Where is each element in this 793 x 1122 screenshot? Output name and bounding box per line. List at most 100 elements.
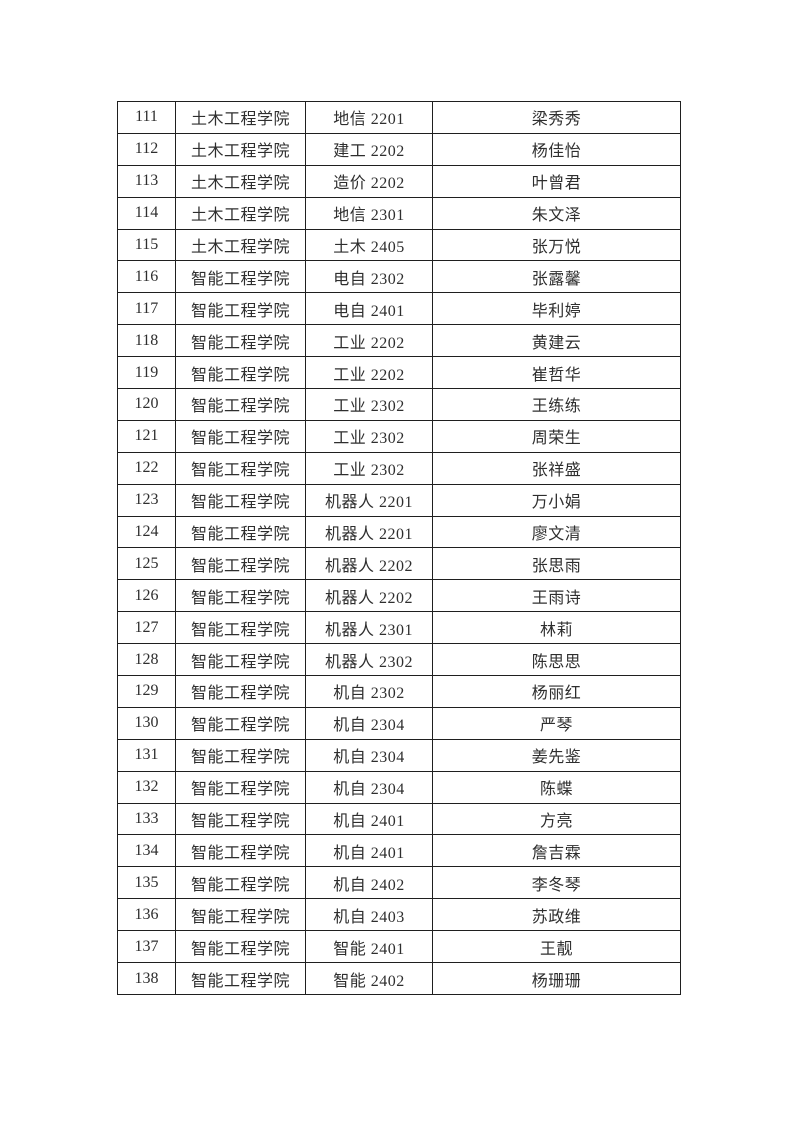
cell-college: 智能工程学院 [175, 802, 306, 836]
cell-class: 工业 2202 [305, 324, 433, 358]
table-row: 131 智能工程学院 机自 2304 姜先鉴 [117, 738, 681, 772]
cell-class: 机自 2304 [305, 770, 433, 804]
table-row: 134 智能工程学院 机自 2401 詹吉霖 [117, 834, 681, 868]
cell-class: 智能 2401 [305, 930, 433, 964]
table-row: 112 土木工程学院 建工 2202 杨佳怡 [117, 132, 681, 166]
cell-class: 工业 2302 [305, 388, 433, 421]
cell-number: 117 [117, 292, 176, 326]
cell-class: 机器人 2302 [305, 643, 433, 677]
cell-name: 黄建云 [432, 324, 681, 358]
cell-college: 智能工程学院 [175, 260, 306, 294]
cell-class: 机自 2302 [305, 675, 433, 708]
table-row: 117 智能工程学院 电自 2401 毕利婷 [117, 292, 681, 326]
cell-college: 智能工程学院 [175, 930, 306, 964]
cell-name: 王雨诗 [432, 579, 681, 613]
cell-college: 智能工程学院 [175, 834, 306, 868]
cell-college: 智能工程学院 [175, 675, 306, 708]
cell-college: 智能工程学院 [175, 547, 306, 581]
cell-name: 林莉 [432, 611, 681, 645]
cell-name: 杨佳怡 [432, 132, 681, 166]
cell-number: 134 [117, 834, 176, 868]
table-row: 130 智能工程学院 机自 2304 严琴 [117, 706, 681, 740]
cell-college: 土木工程学院 [175, 164, 306, 198]
cell-number: 113 [117, 164, 176, 198]
cell-class: 机自 2401 [305, 802, 433, 836]
table-row: 127 智能工程学院 机器人 2301 林莉 [117, 611, 681, 645]
table-row: 120 智能工程学院 工业 2302 王练练 [117, 388, 681, 421]
cell-number: 116 [117, 260, 176, 294]
cell-class: 工业 2202 [305, 356, 433, 390]
table-row: 115 土木工程学院 土木 2405 张万悦 [117, 228, 681, 262]
cell-class: 机自 2402 [305, 866, 433, 900]
table-row: 137 智能工程学院 智能 2401 王靓 [117, 930, 681, 964]
cell-college: 智能工程学院 [175, 770, 306, 804]
cell-class: 地信 2301 [305, 196, 433, 230]
cell-college: 智能工程学院 [175, 611, 306, 645]
cell-number: 128 [117, 643, 176, 677]
cell-name: 万小娟 [432, 483, 681, 517]
cell-class: 工业 2302 [305, 451, 433, 485]
table-row: 136 智能工程学院 机自 2403 苏政维 [117, 898, 681, 932]
cell-name: 张露馨 [432, 260, 681, 294]
cell-number: 132 [117, 770, 176, 804]
cell-number: 120 [117, 388, 176, 421]
cell-number: 131 [117, 738, 176, 772]
table-row: 125 智能工程学院 机器人 2202 张思雨 [117, 547, 681, 581]
cell-class: 电自 2401 [305, 292, 433, 326]
cell-number: 122 [117, 451, 176, 485]
table-row: 118 智能工程学院 工业 2202 黄建云 [117, 324, 681, 358]
cell-class: 地信 2201 [305, 101, 433, 134]
cell-name: 李冬琴 [432, 866, 681, 900]
cell-college: 土木工程学院 [175, 101, 306, 134]
cell-name: 王靓 [432, 930, 681, 964]
table-row: 129 智能工程学院 机自 2302 杨丽红 [117, 675, 681, 708]
cell-class: 工业 2302 [305, 419, 433, 453]
cell-class: 土木 2405 [305, 228, 433, 262]
cell-number: 111 [117, 101, 176, 134]
cell-number: 115 [117, 228, 176, 262]
cell-class: 机自 2304 [305, 706, 433, 740]
cell-college: 土木工程学院 [175, 228, 306, 262]
cell-college: 土木工程学院 [175, 196, 306, 230]
cell-name: 张祥盛 [432, 451, 681, 485]
cell-college: 智能工程学院 [175, 292, 306, 326]
table-row: 113 土木工程学院 造价 2202 叶曾君 [117, 164, 681, 198]
cell-name: 严琴 [432, 706, 681, 740]
cell-college: 智能工程学院 [175, 515, 306, 549]
roster-table-body: 111 土木工程学院 地信 2201 梁秀秀 112 土木工程学院 建工 2202 杨佳怡 11… [117, 101, 681, 995]
cell-number: 133 [117, 802, 176, 836]
cell-name: 杨珊珊 [432, 962, 681, 995]
cell-number: 112 [117, 132, 176, 166]
cell-name: 张思雨 [432, 547, 681, 581]
cell-name: 陈思思 [432, 643, 681, 677]
cell-number: 123 [117, 483, 176, 517]
table-row: 122 智能工程学院 工业 2302 张祥盛 [117, 451, 681, 485]
table-row: 135 智能工程学院 机自 2402 李冬琴 [117, 866, 681, 900]
cell-name: 周荣生 [432, 419, 681, 453]
cell-class: 机器人 2301 [305, 611, 433, 645]
cell-college: 智能工程学院 [175, 738, 306, 772]
cell-number: 127 [117, 611, 176, 645]
cell-number: 137 [117, 930, 176, 964]
cell-college: 智能工程学院 [175, 356, 306, 390]
cell-college: 智能工程学院 [175, 706, 306, 740]
cell-name: 苏政维 [432, 898, 681, 932]
table-row: 128 智能工程学院 机器人 2302 陈思思 [117, 643, 681, 677]
table-row: 119 智能工程学院 工业 2202 崔哲华 [117, 356, 681, 390]
cell-name: 张万悦 [432, 228, 681, 262]
cell-number: 130 [117, 706, 176, 740]
table-row: 111 土木工程学院 地信 2201 梁秀秀 [117, 101, 681, 134]
cell-number: 136 [117, 898, 176, 932]
cell-college: 智能工程学院 [175, 898, 306, 932]
cell-name: 廖文清 [432, 515, 681, 549]
cell-name: 王练练 [432, 388, 681, 421]
table-row: 133 智能工程学院 机自 2401 方亮 [117, 802, 681, 836]
cell-class: 机自 2401 [305, 834, 433, 868]
cell-number: 126 [117, 579, 176, 613]
cell-college: 智能工程学院 [175, 579, 306, 613]
cell-number: 119 [117, 356, 176, 390]
cell-college: 智能工程学院 [175, 483, 306, 517]
cell-number: 121 [117, 419, 176, 453]
cell-class: 机器人 2202 [305, 547, 433, 581]
